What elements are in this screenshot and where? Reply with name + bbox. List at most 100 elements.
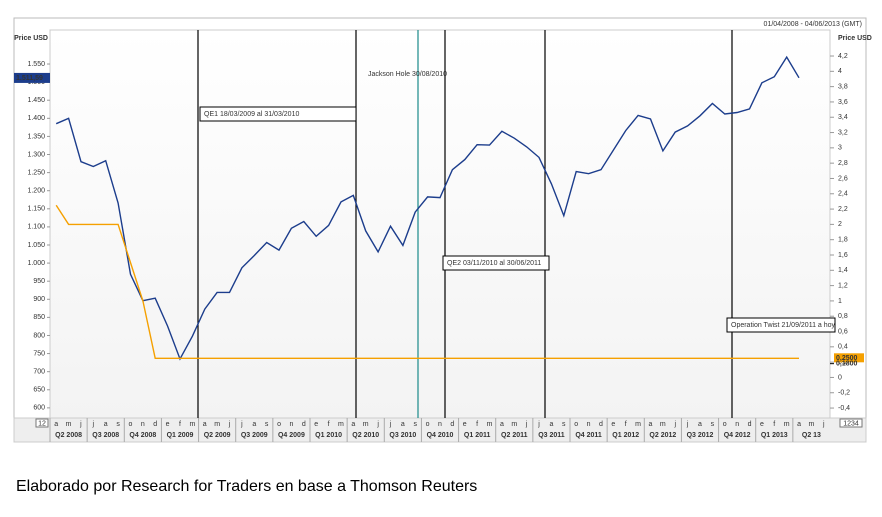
y-tick-label: 1.450 — [27, 97, 45, 104]
x-quarter-label: Q3 2011 — [538, 432, 565, 439]
x-quarter-label: Q4 2008 — [129, 432, 156, 439]
x-month-label: j — [240, 421, 243, 428]
y-tick-label: 1.100 — [27, 224, 45, 231]
x-month-label: j — [389, 421, 392, 428]
y2-tick-label: 0,6 — [838, 328, 848, 335]
y2-tick-label: 1,8 — [838, 237, 848, 244]
y-tick-label: 1.250 — [27, 169, 45, 176]
x-month-label: m — [635, 421, 641, 428]
x-month-label: n — [438, 421, 442, 428]
y-tick-label: 650 — [33, 387, 45, 394]
y2-tick-label: 0,4 — [838, 344, 848, 351]
y-tick-label: 1.550 — [27, 61, 45, 68]
y2-tick-label: 3 — [838, 145, 842, 152]
y2-tick-label: 3,6 — [838, 99, 848, 106]
y-tick-label: 900 — [33, 296, 45, 303]
x-month-label: d — [302, 421, 306, 428]
y-tick-label: 1.300 — [27, 151, 45, 158]
y-tick-label: 1.200 — [27, 188, 45, 195]
x-quarter-label: Q4 2011 — [575, 432, 602, 439]
x-month-label: e — [166, 421, 170, 428]
y2-tick-label: 2 — [838, 221, 842, 228]
x-quarter-label: Q2 2009 — [204, 432, 231, 439]
x-month-label: m — [487, 421, 493, 428]
x-month-label: a — [549, 421, 553, 428]
x-quarter-label: Q1 2010 — [315, 432, 342, 439]
x-quarter-label: Q2 2011 — [501, 432, 528, 439]
y-tick-label: 1.150 — [27, 206, 45, 213]
x-month-label: n — [289, 421, 293, 428]
y-tick-label: 750 — [33, 350, 45, 357]
x-month-label: j — [376, 421, 379, 428]
x-month-label: n — [735, 421, 739, 428]
x-month-label: j — [537, 421, 540, 428]
x-quarter-label: Q1 2012 — [612, 432, 639, 439]
annotation: QE1 18/03/2009 al 31/03/2010 — [204, 111, 299, 118]
y2-axis-label: Price USD — [838, 35, 872, 42]
x-month-label: f — [328, 421, 330, 428]
x-month-label: j — [822, 421, 825, 428]
x-month-label: m — [338, 421, 344, 428]
x-quarter-label: Q3 2010 — [389, 432, 416, 439]
price-tag — [14, 72, 50, 83]
annotation-box — [442, 255, 550, 271]
x-quarter-label: Q3 2012 — [687, 432, 714, 439]
x-month-label: o — [277, 421, 281, 428]
x-month-label: s — [265, 421, 269, 428]
y2-tick-label: 0 — [838, 374, 842, 381]
y-tick-label: 850 — [33, 314, 45, 321]
x-quarter-label: Q4 2009 — [278, 432, 305, 439]
y2-tick-label: -0,2 — [838, 390, 850, 397]
annotation: Jackson Hole 30/08/2010 — [368, 71, 447, 78]
x-month-label: j — [673, 421, 676, 428]
x-month-label: m — [363, 421, 369, 428]
corner-label: 12 — [38, 420, 46, 427]
x-month-label: e — [611, 421, 615, 428]
x-month-label: f — [773, 421, 775, 428]
y2-tick-label: 1,4 — [838, 267, 848, 274]
x-month-label: s — [413, 421, 417, 428]
x-month-label: j — [228, 421, 231, 428]
x-month-label: a — [649, 421, 653, 428]
x-month-label: o — [129, 421, 133, 428]
corner-box — [839, 418, 863, 428]
x-month-label: a — [203, 421, 207, 428]
rate-tag — [834, 353, 864, 363]
x-month-label: n — [141, 421, 145, 428]
x-month-label: a — [500, 421, 504, 428]
x-month-label: e — [314, 421, 318, 428]
x-quarter-label: Q1 2009 — [167, 432, 194, 439]
series-line — [55, 204, 799, 359]
x-month-label: m — [660, 421, 666, 428]
x-month-label: o — [723, 421, 727, 428]
x-month-label: a — [252, 421, 256, 428]
x-month-label: j — [525, 421, 528, 428]
x-month-label: a — [351, 421, 355, 428]
x-month-label: a — [401, 421, 405, 428]
price-tag-label: 1.511,59 — [16, 75, 43, 82]
x-quarter-label: Q4 2012 — [724, 432, 751, 439]
y2-tick-label: 3,4 — [838, 114, 848, 121]
x-quarter-label: Q1 2011 — [464, 432, 491, 439]
rate-tag-label: 0,1800 — [836, 361, 858, 368]
x-month-label: e — [760, 421, 764, 428]
x-month-label: d — [450, 421, 454, 428]
y2-tick-label: 2,4 — [838, 191, 848, 198]
x-month-label: m — [784, 421, 790, 428]
x-month-label: a — [797, 421, 801, 428]
x-month-label: d — [153, 421, 157, 428]
x-month-label: j — [92, 421, 95, 428]
plot-area — [49, 29, 831, 419]
y2-tick-label: -0,4 — [838, 405, 850, 412]
y2-tick-label: 1 — [838, 298, 842, 305]
rate-tag-label: 0,2500 — [836, 355, 858, 362]
y-tick-label: 600 — [33, 405, 45, 412]
x-month-label: f — [476, 421, 478, 428]
x-month-label: o — [574, 421, 578, 428]
x-quarter-label: Q1 2013 — [761, 432, 788, 439]
y2-tick-label: 2,6 — [838, 175, 848, 182]
x-month-label: n — [587, 421, 591, 428]
annotation-box — [199, 106, 357, 122]
y-tick-label: 700 — [33, 369, 45, 376]
